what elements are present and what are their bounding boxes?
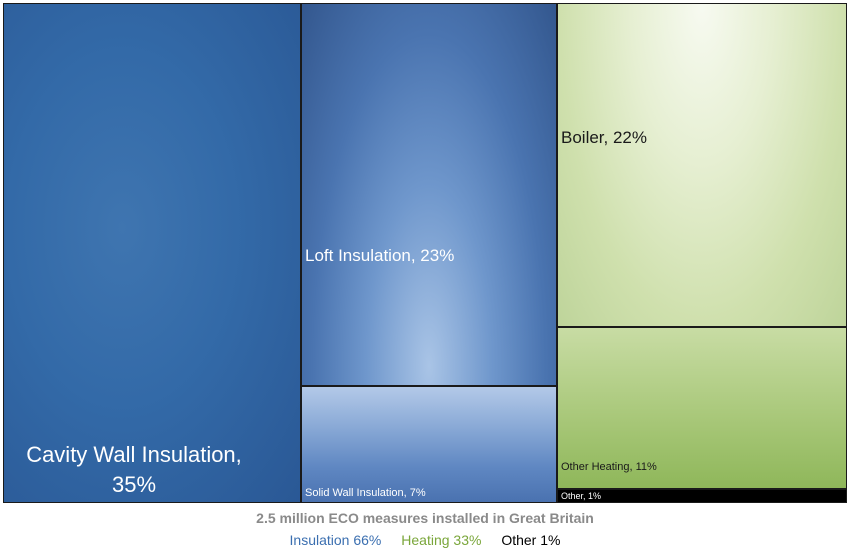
treemap-label-loft: Loft Insulation, 23% xyxy=(305,246,455,265)
chart-caption: 2.5 million ECO measures installed in Gr… xyxy=(256,510,594,526)
treemap-tile-cavity: Cavity Wall Insulation, 35% xyxy=(3,3,301,503)
legend-other: Other 1% xyxy=(501,532,561,548)
legend-insulation: Insulation 66% xyxy=(289,532,382,548)
treemap-tile-loft: Loft Insulation, 23% xyxy=(301,3,557,386)
treemap-tile-boiler: Boiler, 22% xyxy=(557,3,847,327)
treemap-tile-solid: Solid Wall Insulation, 7% xyxy=(301,386,557,503)
treemap-tile-other: Other, 1% xyxy=(557,489,847,503)
treemap-label-boiler: Boiler, 22% xyxy=(561,128,647,147)
treemap-label-other: Other, 1% xyxy=(561,491,602,501)
legend-heating: Heating 33% xyxy=(401,532,482,548)
treemap-tile-otherheat: Other Heating, 11% xyxy=(557,327,847,489)
treemap: Cavity Wall Insulation, 35% Loft Insulati… xyxy=(3,3,847,503)
treemap-label-solid: Solid Wall Insulation, 7% xyxy=(305,487,426,499)
treemap-label-cavity: Cavity Wall Insulation, 35% xyxy=(26,442,242,497)
legend: Insulation 66% Heating 33% Other 1% xyxy=(0,532,850,548)
treemap-label-otherheat: Other Heating, 11% xyxy=(561,461,657,473)
